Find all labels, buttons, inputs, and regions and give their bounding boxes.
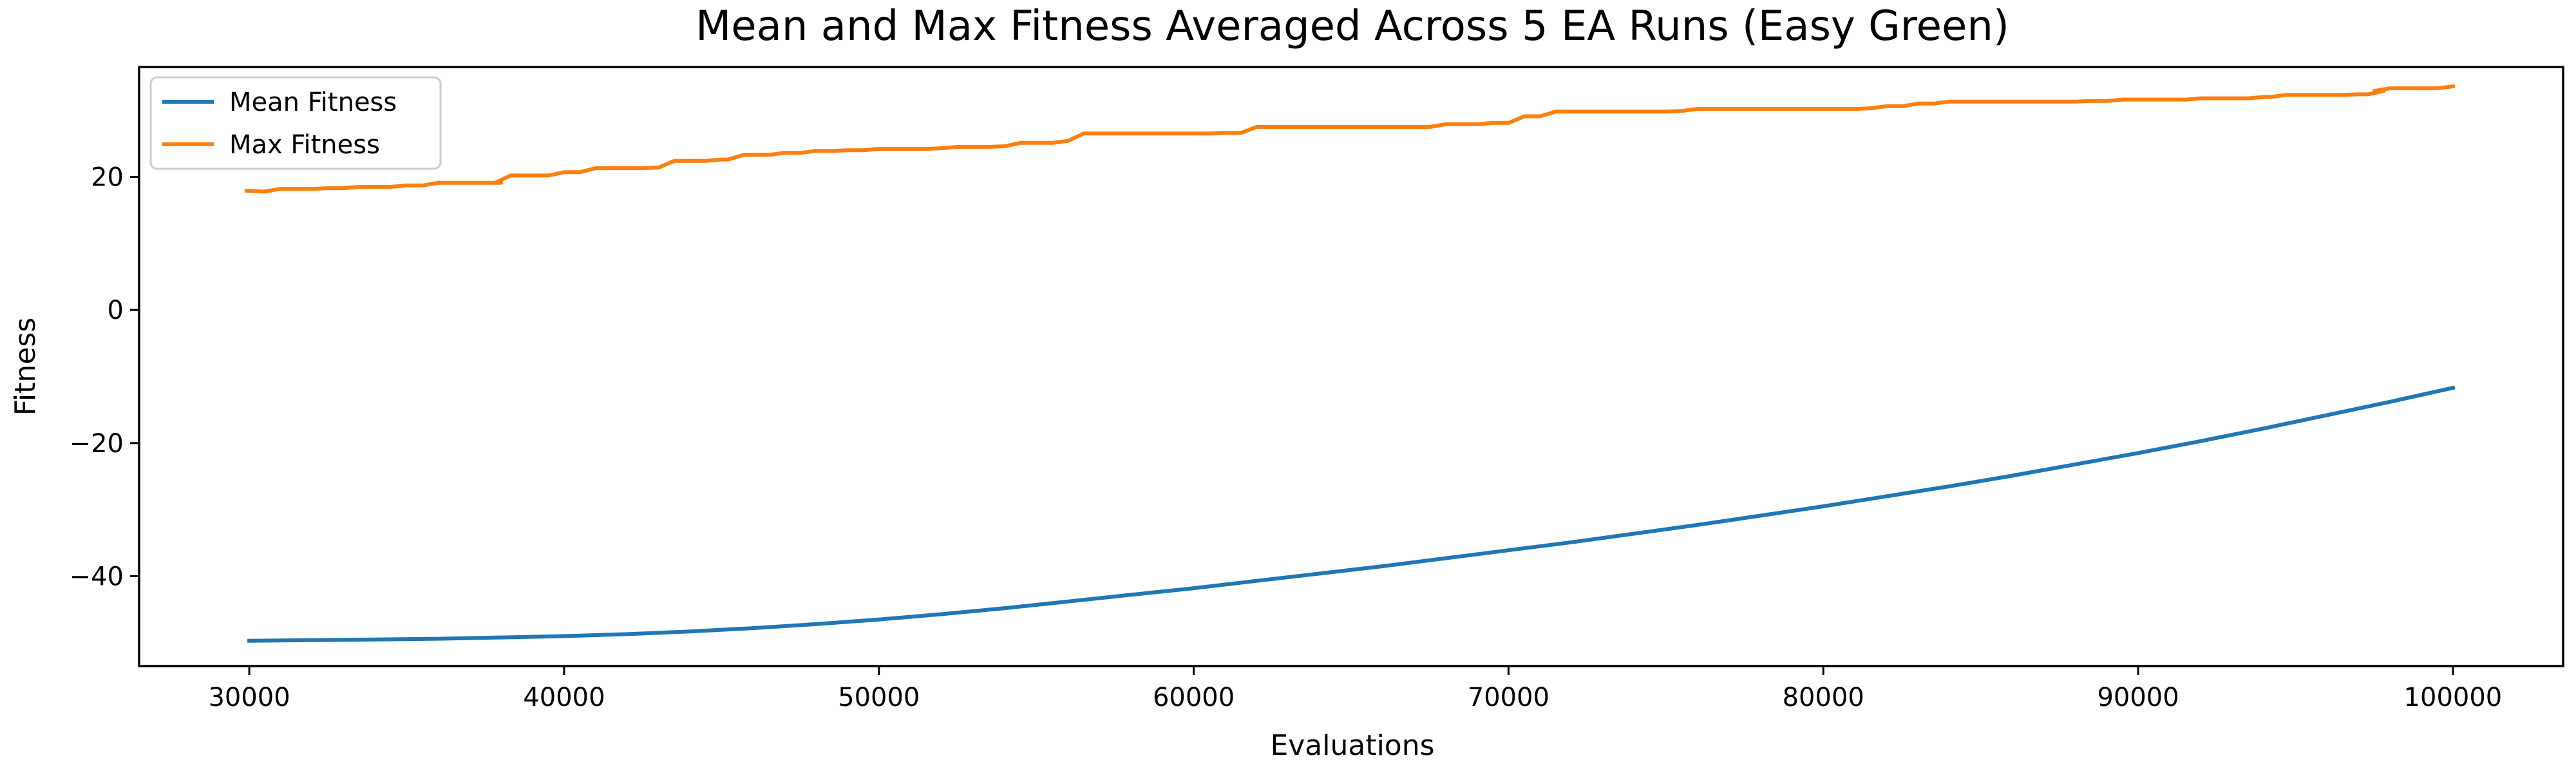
plot-frame xyxy=(138,66,2564,667)
legend: Mean Fitness Max Fitness xyxy=(149,76,442,170)
x-axis: 30000 40000 50000 60000 70000 80000 90000 10000… xyxy=(208,666,2502,712)
y-axis: −40 −20 0 20 xyxy=(70,163,139,592)
y-tick-label: −40 xyxy=(70,562,124,592)
x-tick-label: 40000 xyxy=(523,683,605,712)
y-tick-label: −20 xyxy=(70,429,124,459)
y-axis-label: Fitness xyxy=(9,318,42,415)
legend-label-max-fitness: Max Fitness xyxy=(229,130,380,160)
series-line-mean-fitness xyxy=(247,385,2456,643)
x-tick-label: 60000 xyxy=(1153,683,1235,712)
legend-box xyxy=(149,76,442,170)
x-tick-label: 100000 xyxy=(2404,683,2503,712)
chart-title: Mean and Max Fitness Averaged Across 5 E… xyxy=(696,3,2009,50)
x-axis-label: Evaluations xyxy=(1270,729,1434,762)
series-line-max-fitness xyxy=(244,84,2456,194)
x-tick-label: 70000 xyxy=(1468,683,1549,712)
series-layer xyxy=(244,84,2456,643)
x-tick-label: 90000 xyxy=(2097,683,2179,712)
x-tick-label: 30000 xyxy=(208,683,290,712)
legend-label-mean-fitness: Mean Fitness xyxy=(229,88,397,117)
x-tick-label: 50000 xyxy=(838,683,920,712)
y-tick-label: 0 xyxy=(108,296,124,325)
x-tick-label: 80000 xyxy=(1783,683,1864,712)
y-tick-label: 20 xyxy=(91,163,124,193)
